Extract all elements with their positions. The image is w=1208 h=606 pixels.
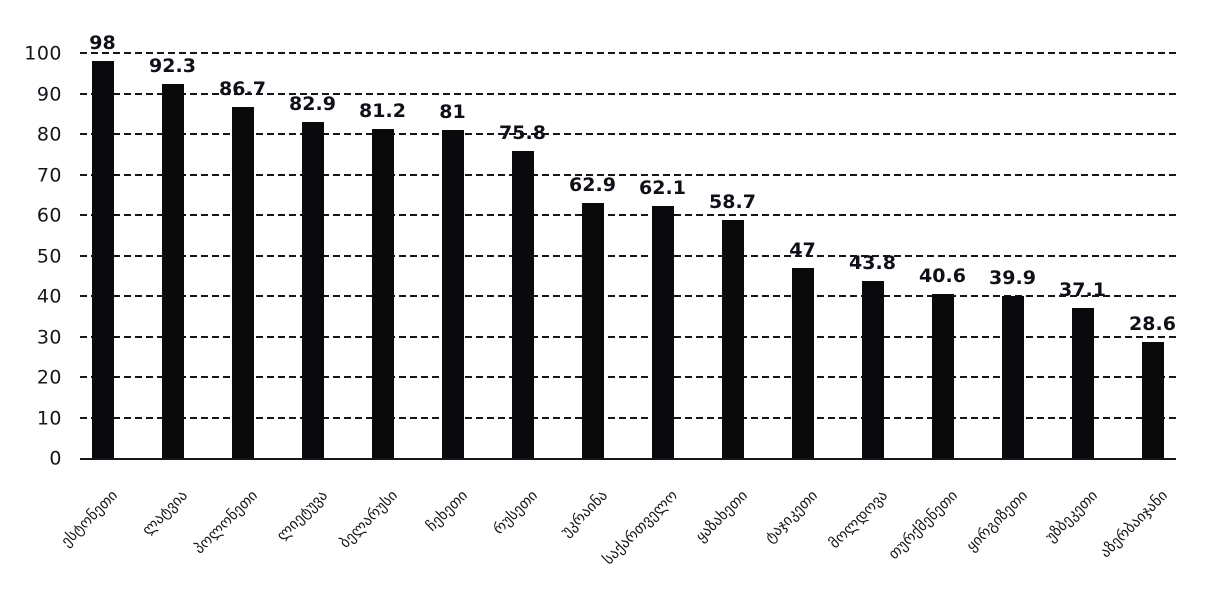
bar xyxy=(91,61,114,458)
gridline xyxy=(80,214,1176,216)
y-axis-tick-label: 0 xyxy=(49,447,62,470)
y-axis-tick-label: 50 xyxy=(36,245,62,267)
bar-value-label: 81.2 xyxy=(359,100,406,123)
bar-value-label: 62.9 xyxy=(569,174,616,197)
bar xyxy=(791,267,814,458)
gridline xyxy=(80,52,1176,54)
bar xyxy=(581,203,604,458)
x-axis-line xyxy=(80,458,1176,460)
bar-value-label: 28.6 xyxy=(1129,313,1176,336)
bar-value-label: 81 xyxy=(439,100,466,123)
gridline xyxy=(80,133,1176,135)
bar-value-label: 82.9 xyxy=(289,93,336,116)
y-axis-tick-label: 90 xyxy=(36,83,62,105)
bar-value-label: 98 xyxy=(89,32,116,55)
bar xyxy=(861,280,884,458)
y-axis-tick-label: 100 xyxy=(24,42,62,65)
bar xyxy=(931,293,954,458)
y-axis-tick-label: 10 xyxy=(36,407,62,429)
y-axis-tick-label: 20 xyxy=(36,366,62,389)
bar xyxy=(721,220,744,458)
bar xyxy=(231,106,254,458)
bar xyxy=(371,129,394,458)
bar xyxy=(441,129,464,458)
bar xyxy=(1001,296,1024,458)
bar-value-label: 40.6 xyxy=(919,264,966,287)
bar-value-label: 92.3 xyxy=(149,55,196,78)
gridline xyxy=(80,335,1176,338)
bar-value-label: 58.7 xyxy=(709,191,756,214)
bar-value-label: 37.1 xyxy=(1059,278,1106,301)
bar-value-label: 47 xyxy=(789,238,816,261)
bar xyxy=(651,206,674,458)
y-axis-tick-label: 40 xyxy=(36,285,62,308)
y-axis-tick-label: 80 xyxy=(36,123,62,146)
gridline xyxy=(80,173,1176,176)
bar xyxy=(511,151,534,458)
y-axis-tick-label: 60 xyxy=(36,204,62,227)
gridline xyxy=(80,254,1176,257)
bar xyxy=(1141,342,1164,458)
gridline xyxy=(80,376,1176,378)
bar-value-label: 86.7 xyxy=(219,77,266,100)
bar xyxy=(301,122,324,458)
bar-value-label: 39.9 xyxy=(989,267,1036,290)
bar-value-label: 75.8 xyxy=(499,122,546,144)
bar xyxy=(161,84,184,458)
y-axis-tick-label: 70 xyxy=(36,164,62,186)
x-axis-category-label: ესტონეთი xyxy=(56,486,121,551)
bar-value-label: 62.1 xyxy=(639,177,686,200)
gridline xyxy=(80,92,1176,95)
bar-value-label: 43.8 xyxy=(849,251,896,274)
y-axis-tick-label: 30 xyxy=(36,326,62,348)
bar xyxy=(1071,307,1094,458)
gridline xyxy=(80,416,1176,419)
gridline xyxy=(80,295,1176,297)
